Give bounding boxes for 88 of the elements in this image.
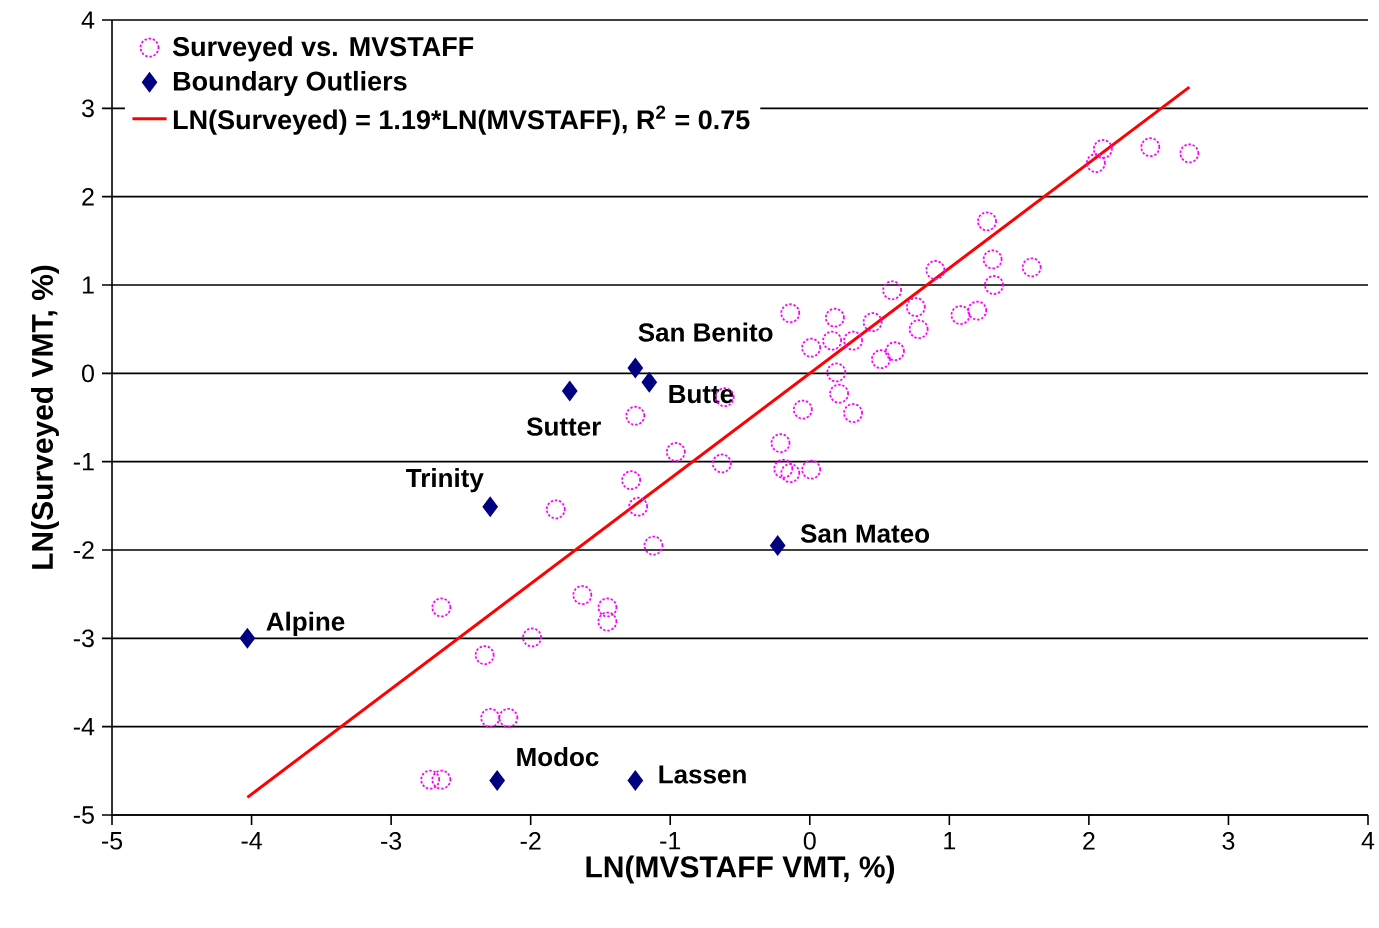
annotation: Trinity xyxy=(406,468,484,493)
x-tick-label: 3 xyxy=(1222,832,1235,850)
point xyxy=(482,496,498,517)
point xyxy=(967,300,988,321)
point xyxy=(882,280,903,301)
y-tick-label: -2 xyxy=(73,541,94,559)
legend-label: Surveyed vs. MVSTAFF xyxy=(172,36,474,62)
point xyxy=(627,358,643,378)
point xyxy=(431,769,452,790)
point xyxy=(1092,139,1113,159)
point xyxy=(885,341,905,362)
x-tick-label: -1 xyxy=(660,832,681,850)
y-tick-label: 1 xyxy=(82,276,94,294)
point xyxy=(801,337,822,358)
y-tick-label: -4 xyxy=(73,718,95,736)
point xyxy=(822,330,843,351)
point xyxy=(474,645,495,666)
x-tick-label: -2 xyxy=(520,832,541,850)
point xyxy=(480,707,501,728)
annotation: Lassen xyxy=(659,765,746,784)
point xyxy=(641,372,657,393)
point xyxy=(843,330,863,351)
point xyxy=(780,463,801,484)
x-tick-label: -3 xyxy=(381,832,402,850)
point xyxy=(545,499,566,520)
annotation: Modoc xyxy=(517,747,599,767)
point xyxy=(572,585,593,605)
point xyxy=(1021,257,1042,278)
point xyxy=(862,312,883,332)
x-tick-label: 1 xyxy=(944,832,956,850)
annotation: Alpine xyxy=(266,611,345,636)
y-tick-label: -1 xyxy=(73,453,94,471)
x-tick-label: 0 xyxy=(803,832,816,850)
point xyxy=(621,470,642,491)
annotation: Sutter xyxy=(526,417,601,436)
y-tick-label: 4 xyxy=(81,11,95,29)
annotation: San Benito xyxy=(638,322,773,342)
point xyxy=(562,381,578,401)
point xyxy=(711,453,732,474)
y-axis-title: LN(Surveyed VMT, %) xyxy=(31,265,59,569)
y-tick-label: 2 xyxy=(82,187,94,206)
point xyxy=(770,433,791,454)
x-axis-title: LN(MVSTAFF VMT, %) xyxy=(586,855,895,884)
point xyxy=(431,597,452,618)
point xyxy=(1085,153,1106,173)
point xyxy=(628,496,649,517)
point xyxy=(977,211,997,232)
annotation: Butte xyxy=(669,385,734,404)
point xyxy=(420,769,441,790)
y-tick-label: -3 xyxy=(73,629,94,648)
point xyxy=(489,770,505,791)
y-tick-label: 0 xyxy=(82,364,94,383)
point xyxy=(597,611,618,632)
point xyxy=(925,260,946,280)
x-tick-label: 4 xyxy=(1361,832,1375,850)
point xyxy=(597,597,618,618)
point xyxy=(792,399,813,420)
point xyxy=(498,707,519,728)
point xyxy=(908,319,929,340)
point xyxy=(770,535,786,556)
point xyxy=(829,383,849,404)
legend-label: Boundary Outliers xyxy=(173,70,407,97)
x-tick-label: -4 xyxy=(241,832,262,850)
point xyxy=(239,628,256,649)
point xyxy=(826,362,847,383)
point xyxy=(1179,143,1200,164)
annotation: San Mateo xyxy=(800,524,930,543)
point xyxy=(643,535,664,556)
y-tick-label: 3 xyxy=(81,99,94,118)
point xyxy=(984,275,1004,295)
point xyxy=(801,459,822,480)
x-tick-label: 2 xyxy=(1083,832,1095,850)
y-tick-label: -5 xyxy=(73,806,94,824)
point xyxy=(665,442,686,462)
point xyxy=(780,303,801,324)
point xyxy=(825,307,845,328)
legend-label: LN(Surveyed) = 1.19*LN(MVSTAFF), R$^{2}$ = 0.75 xyxy=(173,105,750,135)
point xyxy=(627,770,643,791)
point xyxy=(773,458,794,479)
point xyxy=(625,405,646,426)
point xyxy=(950,305,971,325)
point xyxy=(1140,137,1161,158)
point xyxy=(871,349,891,370)
point xyxy=(522,627,542,648)
point xyxy=(905,297,926,317)
point xyxy=(982,249,1003,270)
point xyxy=(843,403,863,423)
x-tick-label: -5 xyxy=(101,832,123,850)
